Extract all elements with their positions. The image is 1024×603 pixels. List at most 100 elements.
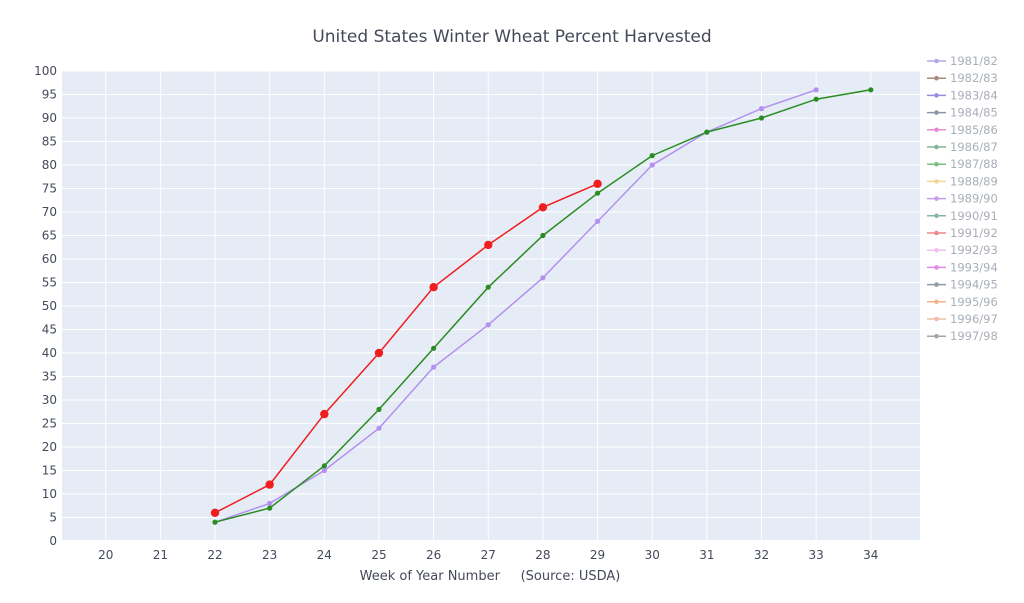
legend-label: 1991/92 bbox=[950, 226, 998, 240]
legend-label: 1992/93 bbox=[950, 243, 998, 257]
data-point bbox=[758, 106, 765, 112]
data-point bbox=[212, 519, 218, 525]
x-tick-label: 30 bbox=[645, 548, 660, 562]
y-tick-label: 100 bbox=[34, 64, 57, 78]
data-point bbox=[484, 240, 493, 250]
x-tick-label: 26 bbox=[426, 548, 441, 562]
legend-item: 1990/91 bbox=[927, 209, 998, 223]
legend-label: 1989/90 bbox=[950, 192, 998, 206]
x-tick-label: 25 bbox=[371, 548, 386, 562]
data-point bbox=[429, 283, 438, 292]
legend-swatch-marker bbox=[934, 247, 939, 253]
x-tick-label: 20 bbox=[98, 548, 113, 562]
x-tick-label: 29 bbox=[590, 548, 605, 562]
data-point bbox=[540, 232, 546, 239]
data-point bbox=[813, 96, 819, 102]
legend-swatch-marker bbox=[934, 333, 939, 339]
data-point bbox=[649, 162, 655, 168]
y-tick-label: 60 bbox=[42, 252, 57, 266]
y-tick-label: 30 bbox=[42, 393, 57, 407]
data-point bbox=[265, 480, 274, 489]
data-point bbox=[210, 508, 220, 517]
data-point bbox=[376, 406, 382, 412]
legend-label: 1996/97 bbox=[950, 312, 998, 326]
data-point bbox=[485, 284, 491, 290]
legend-item: 1989/90 bbox=[927, 192, 998, 206]
data-point bbox=[431, 345, 437, 351]
legend-label: 1986/87 bbox=[950, 140, 998, 154]
legend-label: 1981/82 bbox=[950, 54, 998, 68]
y-tick-label: 10 bbox=[42, 487, 57, 501]
data-point bbox=[376, 425, 382, 431]
legend-swatch-marker bbox=[934, 265, 939, 270]
data-point bbox=[868, 87, 874, 93]
data-point bbox=[267, 500, 273, 506]
x-tick-label: 33 bbox=[809, 548, 824, 562]
series-line bbox=[214, 183, 598, 514]
legend-item: 1987/88 bbox=[927, 157, 998, 171]
y-tick-label: 80 bbox=[42, 158, 57, 172]
y-tick-label: 25 bbox=[42, 417, 57, 431]
legend: 1981/82 1982/83 1983/84 1984/85 1985/86 1986/… bbox=[927, 54, 998, 343]
data-point bbox=[594, 190, 601, 196]
legend-item: 1981/82 bbox=[927, 54, 998, 68]
data-point bbox=[431, 364, 437, 370]
legend-item: 1994/95 bbox=[927, 278, 998, 292]
legend-item: 1984/85 bbox=[927, 106, 998, 120]
data-point bbox=[538, 203, 548, 212]
y-tick-label: 65 bbox=[42, 229, 57, 243]
x-axis-label: Week of Year Number (Source: USDA) bbox=[360, 569, 621, 584]
data-point bbox=[758, 115, 765, 121]
legend-item: 1992/93 bbox=[927, 243, 998, 257]
data-point bbox=[320, 409, 329, 419]
legend-label: 1994/95 bbox=[950, 278, 998, 292]
x-tick-label: 32 bbox=[754, 548, 769, 562]
legend-item: 1985/86 bbox=[927, 123, 998, 137]
legend-swatch-marker bbox=[934, 213, 939, 219]
y-tick-label: 20 bbox=[42, 440, 57, 454]
legend-item: 1993/94 bbox=[927, 260, 998, 274]
y-tick-label: 35 bbox=[42, 370, 57, 384]
series-1 bbox=[212, 87, 874, 525]
legend-swatch-marker bbox=[934, 144, 939, 150]
legend-label: 1987/88 bbox=[950, 157, 998, 171]
data-point bbox=[813, 87, 819, 93]
x-tick-label: 22 bbox=[207, 548, 222, 562]
legend-item: 1996/97 bbox=[927, 312, 998, 326]
legend-label: 1993/94 bbox=[950, 260, 998, 274]
legend-swatch-marker bbox=[934, 282, 939, 287]
legend-swatch-marker bbox=[934, 127, 939, 133]
legend-swatch-marker bbox=[934, 316, 939, 322]
data-point bbox=[540, 275, 546, 281]
legend-swatch-marker bbox=[934, 75, 939, 81]
legend-label: 1984/85 bbox=[950, 106, 998, 120]
legend-item: 1997/98 bbox=[927, 329, 998, 343]
legend-swatch-marker bbox=[934, 299, 939, 305]
y-tick-label: 90 bbox=[42, 111, 57, 125]
legend-swatch-marker bbox=[934, 179, 939, 184]
data-point bbox=[593, 179, 602, 188]
y-tick-label: 5 bbox=[49, 511, 57, 525]
data-point bbox=[594, 218, 601, 224]
legend-item: 1982/83 bbox=[927, 71, 998, 85]
y-tick-label: 0 bbox=[49, 534, 57, 548]
data-point bbox=[374, 348, 384, 358]
chart-title: United States Winter Wheat Percent Harve… bbox=[312, 27, 711, 47]
y-tick-label: 75 bbox=[42, 182, 57, 196]
data-point bbox=[267, 505, 273, 511]
y-tick-label: 50 bbox=[42, 299, 57, 313]
legend-item: 1988/89 bbox=[927, 174, 998, 188]
legend-label: 1997/98 bbox=[950, 329, 998, 343]
x-tick-label: 28 bbox=[535, 548, 550, 562]
y-tick-label: 15 bbox=[42, 464, 57, 478]
legend-label: 1982/83 bbox=[950, 71, 998, 85]
x-tick-label: 31 bbox=[699, 548, 714, 562]
data-point bbox=[321, 467, 327, 474]
data-point bbox=[704, 129, 710, 135]
legend-label: 1985/86 bbox=[950, 123, 998, 137]
legend-swatch-marker bbox=[934, 161, 939, 167]
x-tick-label: 27 bbox=[481, 548, 496, 562]
y-tick-label: 45 bbox=[42, 323, 57, 337]
